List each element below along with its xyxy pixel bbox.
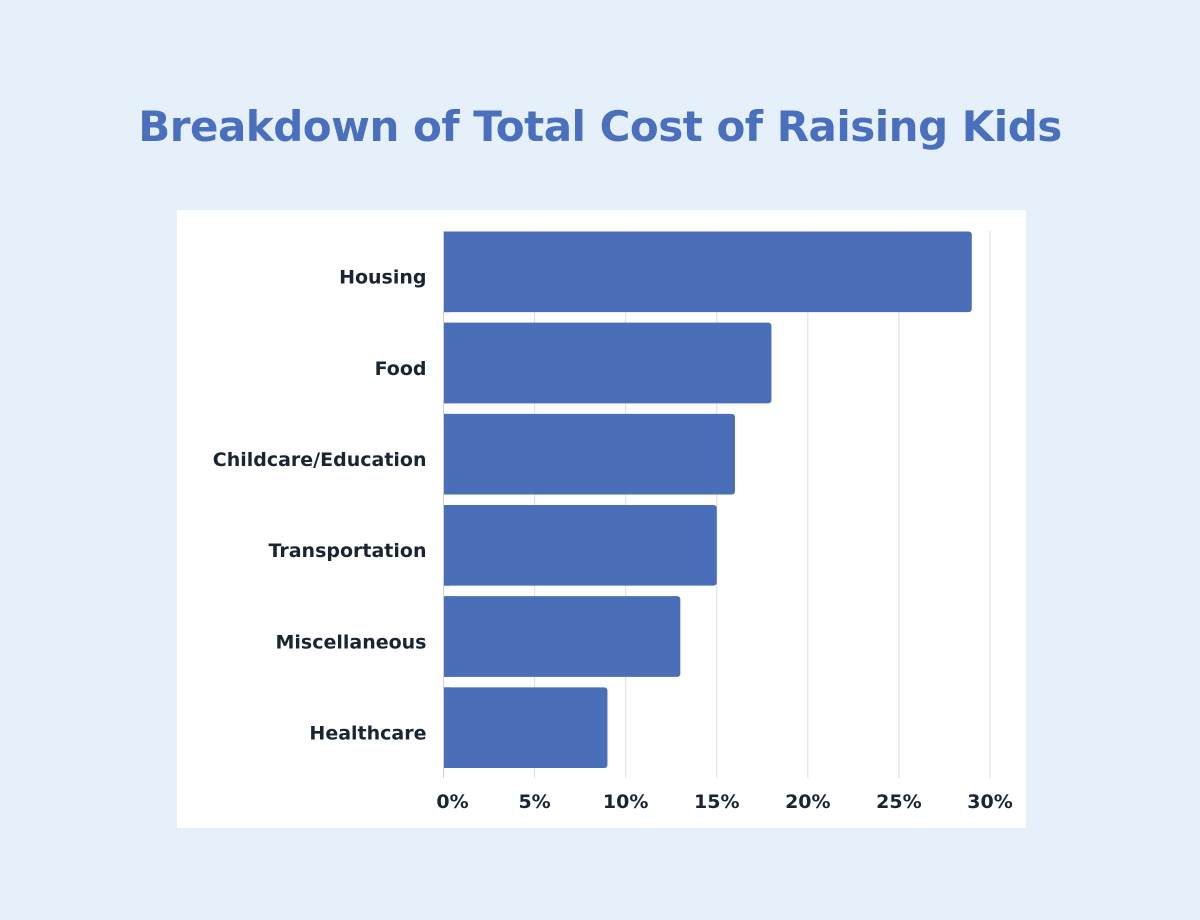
bar-childcare-education	[443, 413, 735, 495]
bar-food	[443, 322, 772, 404]
category-label: Childcare/Education	[213, 449, 427, 471]
x-tick-label: 15%	[694, 791, 739, 813]
chart-panel: Housing Food Childcare/Education Transporta…	[177, 210, 1026, 828]
x-tick-labels: 0% 5% 10% 15% 20% 25% 30%	[436, 791, 1012, 813]
bar-healthcare	[443, 687, 608, 769]
x-tick-label: 25%	[876, 791, 921, 813]
bar-base	[443, 687, 450, 769]
category-labels: Housing Food Childcare/Education Transporta…	[213, 267, 427, 745]
category-label: Transportation	[268, 540, 426, 562]
bar-base	[443, 505, 450, 586]
grid-lines	[534, 231, 991, 778]
x-tick-label: 10%	[603, 791, 648, 813]
x-tick-label: 30%	[967, 791, 1012, 813]
category-label: Food	[375, 358, 427, 380]
x-tick-label: 5%	[518, 791, 550, 813]
category-label: Housing	[339, 267, 426, 289]
chart-title: Breakdown of Total Cost of Raising Kids	[138, 102, 1062, 151]
bar-chart: Housing Food Childcare/Education Transporta…	[213, 231, 1013, 813]
x-tick-label: 0%	[436, 791, 468, 813]
bar-miscellaneous	[443, 596, 681, 677]
bar-base	[443, 413, 450, 495]
category-label: Miscellaneous	[275, 631, 426, 653]
bar-base	[443, 322, 450, 404]
bar-housing	[443, 231, 972, 313]
bar-transportation	[443, 505, 717, 586]
x-tick-label: 20%	[785, 791, 830, 813]
bar-base	[443, 231, 450, 313]
bars	[443, 231, 972, 769]
bar-base	[443, 596, 450, 677]
category-label: Healthcare	[309, 722, 426, 744]
